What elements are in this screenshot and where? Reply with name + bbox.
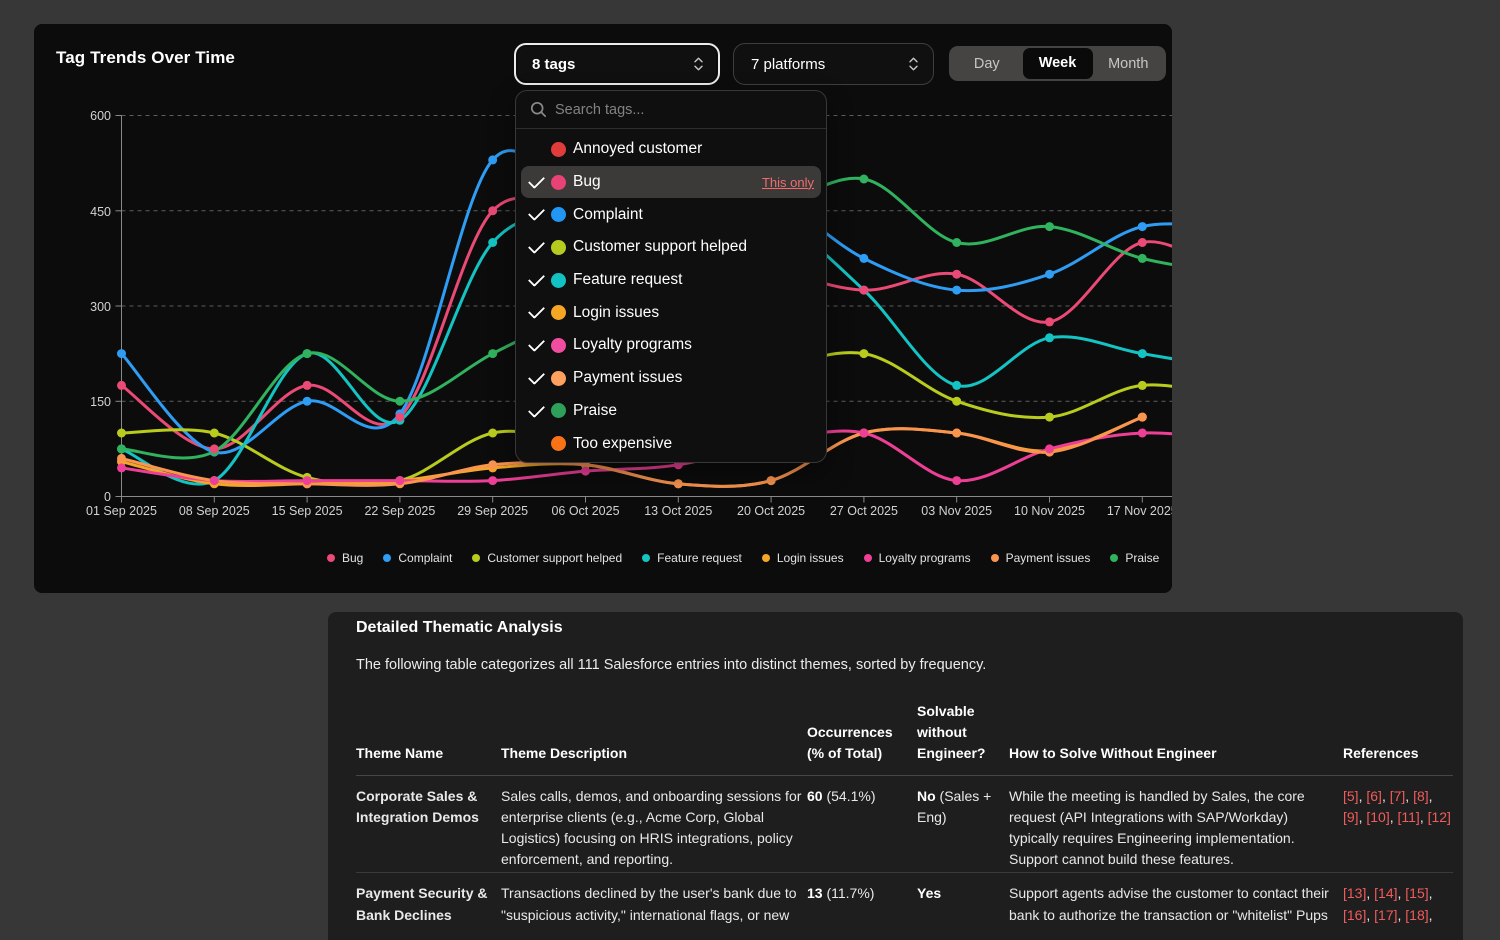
svg-text:01 Sep 2025: 01 Sep 2025	[86, 504, 157, 518]
svg-text:08 Sep 2025: 08 Sep 2025	[179, 504, 250, 518]
svg-text:15 Sep 2025: 15 Sep 2025	[272, 504, 343, 518]
svg-text:0: 0	[104, 490, 111, 504]
svg-text:03 Nov 2025: 03 Nov 2025	[921, 504, 992, 518]
svg-text:06 Oct 2025: 06 Oct 2025	[551, 504, 619, 518]
svg-text:20 Oct 2025: 20 Oct 2025	[737, 504, 805, 518]
svg-text:450: 450	[90, 205, 111, 219]
svg-text:17 Nov 2025: 17 Nov 2025	[1107, 504, 1172, 518]
svg-text:13 Oct 2025: 13 Oct 2025	[644, 504, 712, 518]
svg-text:300: 300	[90, 300, 111, 314]
svg-text:150: 150	[90, 395, 111, 409]
svg-text:29 Sep 2025: 29 Sep 2025	[457, 504, 528, 518]
svg-text:600: 600	[90, 109, 111, 123]
svg-text:27 Oct 2025: 27 Oct 2025	[830, 504, 898, 518]
svg-text:22 Sep 2025: 22 Sep 2025	[364, 504, 435, 518]
svg-text:10 Nov 2025: 10 Nov 2025	[1014, 504, 1085, 518]
